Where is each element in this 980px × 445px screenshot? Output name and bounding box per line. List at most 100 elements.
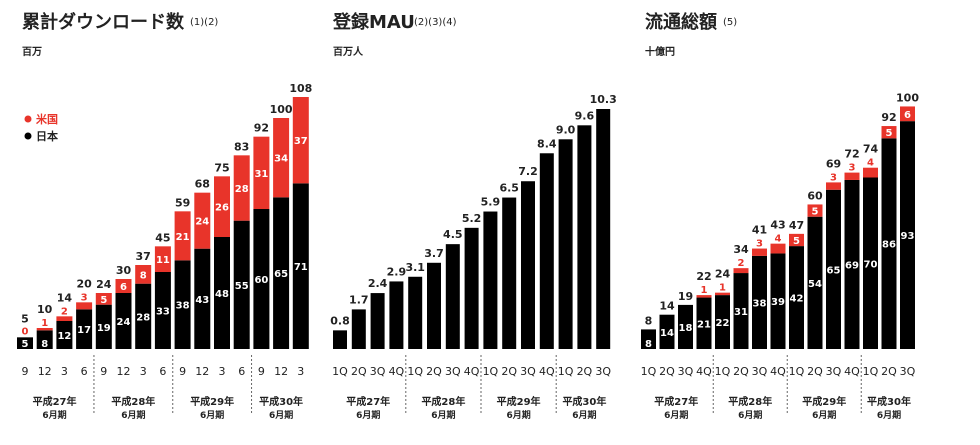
bar-total-label: 74 — [863, 143, 879, 156]
x-tick-label: 9 — [179, 365, 186, 378]
x-tick-label: 12 — [195, 365, 209, 378]
chart-title-note: (1)(2) — [190, 17, 218, 28]
x-tick-label: 3Q — [595, 365, 611, 378]
bar-mau — [596, 109, 611, 349]
bar-total-label: 24 — [96, 278, 112, 291]
x-tick-label: 3Q — [445, 365, 461, 378]
group-sublabel: 6月期 — [877, 409, 901, 421]
bar-japan — [95, 304, 112, 349]
group-sublabel: 6月期 — [812, 409, 836, 421]
bar-us-label: 31 — [254, 169, 268, 180]
bar-japan-label: 71 — [294, 262, 308, 273]
bar-japan-label: 31 — [734, 307, 748, 318]
chart-title: 流通総額 — [645, 11, 717, 33]
bar-us — [76, 302, 93, 310]
bar-us — [95, 293, 112, 305]
bar-japan-label: 24 — [117, 317, 131, 328]
x-tick-label: 3Q — [370, 365, 386, 378]
bar-us-label: 11 — [156, 255, 170, 266]
chart-title: 登録MAU — [332, 11, 415, 33]
bar-japan — [56, 321, 73, 349]
x-tick-label: 9 — [22, 365, 29, 378]
x-tick-label: 12 — [274, 365, 288, 378]
bar-japan — [881, 138, 897, 349]
x-tick-label: 3 — [297, 365, 304, 378]
bar-value-label: 1.7 — [349, 293, 369, 306]
bar-value-label: 2.9 — [387, 265, 407, 278]
bar-japan-label: 28 — [136, 312, 150, 323]
x-tick-label: 1Q — [483, 365, 499, 378]
bar-value-label: 10.3 — [590, 93, 617, 106]
group-label: 平成28年 — [728, 395, 772, 408]
bar-total-label: 92 — [881, 111, 896, 124]
bar-us — [844, 172, 860, 180]
x-tick-label: 2Q — [807, 365, 823, 378]
bar-mau — [464, 227, 479, 349]
bar-japan — [678, 304, 693, 349]
group-label: 平成29年 — [497, 395, 541, 408]
bar-us — [881, 126, 897, 139]
bar-total-label: 41 — [752, 224, 767, 237]
x-tick-label: 2Q — [501, 365, 517, 378]
bar-us-label: 5 — [100, 295, 107, 306]
bar-japan — [17, 337, 33, 349]
bar-total-label: 8 — [645, 314, 653, 327]
bar-us-label: 34 — [274, 154, 288, 165]
bar-mau — [408, 276, 423, 349]
bar-japan-label: 42 — [790, 294, 804, 305]
chart-unit: 百万 — [22, 46, 42, 58]
group-label: 平成29年 — [190, 395, 234, 408]
bar-total-label: 47 — [789, 219, 804, 232]
bar-japan-label: 48 — [215, 289, 229, 300]
x-tick-label: 3 — [140, 365, 147, 378]
bar-value-label: 8.4 — [537, 137, 557, 150]
group-sublabel: 6月期 — [269, 409, 293, 421]
bar-us-label: 2 — [738, 258, 745, 269]
bar-us — [715, 292, 730, 296]
bar-us — [826, 182, 841, 190]
bar-total-label: 83 — [234, 140, 249, 153]
bar-value-label: 5.2 — [462, 212, 482, 225]
bar-us-label: 28 — [235, 184, 249, 195]
group-label: 平成28年 — [111, 395, 155, 408]
bar-mau — [333, 330, 347, 349]
bar-total-label: 69 — [826, 157, 841, 170]
bar-japan-label: 14 — [660, 328, 674, 339]
bar-total-label: 5 — [21, 312, 29, 325]
bar-total-label: 24 — [715, 268, 731, 281]
bar-total-label: 60 — [807, 189, 823, 202]
bar-us-label: 1 — [41, 318, 48, 329]
group-sublabel: 6月期 — [121, 409, 145, 421]
x-tick-label: 4Q — [539, 365, 555, 378]
bar-mau — [427, 262, 441, 349]
bar-mau — [558, 139, 573, 349]
bar-total-label: 22 — [696, 270, 711, 283]
bar-total-label: 30 — [116, 264, 132, 277]
bar-japan-label: 38 — [753, 298, 767, 309]
bar-mau — [483, 211, 498, 349]
bar-value-label: 6.5 — [499, 182, 519, 195]
x-tick-label: 3 — [61, 365, 68, 378]
bar-total-label: 59 — [175, 196, 190, 209]
bar-japan-label: 8 — [41, 339, 48, 350]
x-tick-label: 3 — [219, 365, 226, 378]
bar-total-label: 108 — [289, 82, 312, 95]
bar-japan — [273, 197, 290, 349]
bar-us-label: 6 — [120, 282, 127, 293]
x-tick-label: 2Q — [733, 365, 749, 378]
bar-value-label: 3.1 — [405, 261, 425, 274]
bar-japan — [641, 329, 656, 349]
group-sublabel: 6月期 — [356, 409, 380, 421]
bar-value-label: 3.7 — [424, 247, 444, 260]
bar-mau — [577, 125, 592, 350]
bar-total-label: 19 — [678, 290, 693, 303]
bar-value-label: 2.4 — [368, 277, 388, 290]
bar-us — [214, 176, 230, 237]
x-tick-label: 1Q — [789, 365, 805, 378]
bar-us — [194, 192, 211, 249]
bar-us-label: 3 — [849, 163, 856, 174]
bar-total-label: 92 — [254, 122, 269, 135]
bar-mau — [351, 309, 366, 349]
chart-title-note: (2)(3)(4) — [414, 17, 457, 28]
bar-japan — [696, 297, 712, 349]
